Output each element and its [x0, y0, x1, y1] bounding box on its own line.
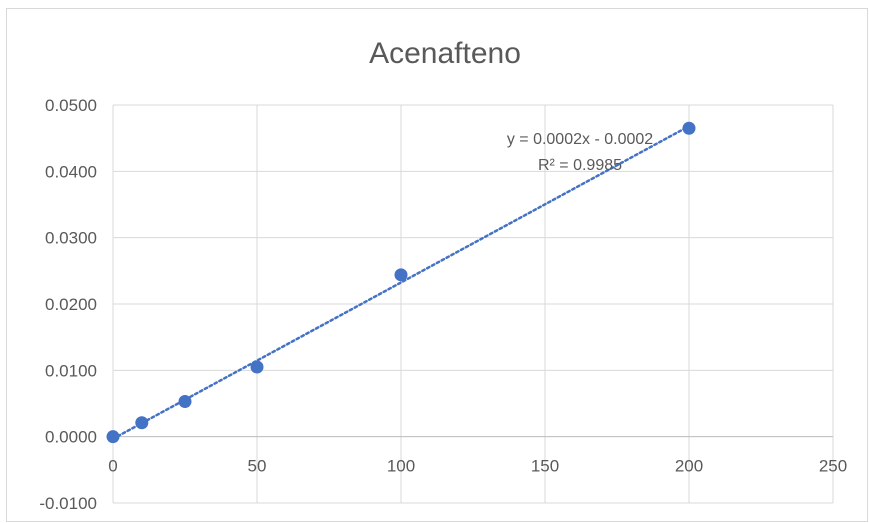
x-tick-label: 100 [387, 457, 415, 476]
y-axis-ticks: -0.0100 0.0000 0.0100 0.0200 0.0300 0.0400 0.0… [39, 96, 97, 513]
data-point [250, 360, 264, 374]
trendline-equation: y = 0.0002x - 0.0002 [507, 131, 653, 148]
trendline [111, 124, 691, 441]
data-point [178, 395, 192, 409]
y-tick-label: 0.0400 [45, 162, 97, 181]
x-tick-label: 0 [108, 457, 117, 476]
data-point [682, 121, 696, 135]
y-tick-label: 0.0100 [45, 361, 97, 380]
x-tick-label: 150 [531, 457, 559, 476]
trendline-group [111, 124, 691, 441]
x-axis-ticks: 0 50 100 150 200 250 [108, 457, 847, 476]
x-tick-label: 200 [675, 457, 703, 476]
data-point [106, 430, 120, 444]
y-tick-label: 0.0000 [45, 428, 97, 447]
data-point [394, 268, 408, 282]
chart-title: Acenafteno [369, 37, 521, 70]
grid [112, 104, 834, 504]
data-points [106, 121, 696, 444]
y-tick-label: -0.0100 [39, 494, 97, 513]
y-tick-label: 0.0200 [45, 295, 97, 314]
x-tick-label: 250 [819, 457, 847, 476]
y-tick-label: 0.0500 [45, 96, 97, 115]
x-tick-label: 50 [248, 457, 267, 476]
trendline-r-squared: R² = 0.9985 [538, 157, 622, 174]
data-point [135, 416, 149, 430]
y-tick-label: 0.0300 [45, 229, 97, 248]
